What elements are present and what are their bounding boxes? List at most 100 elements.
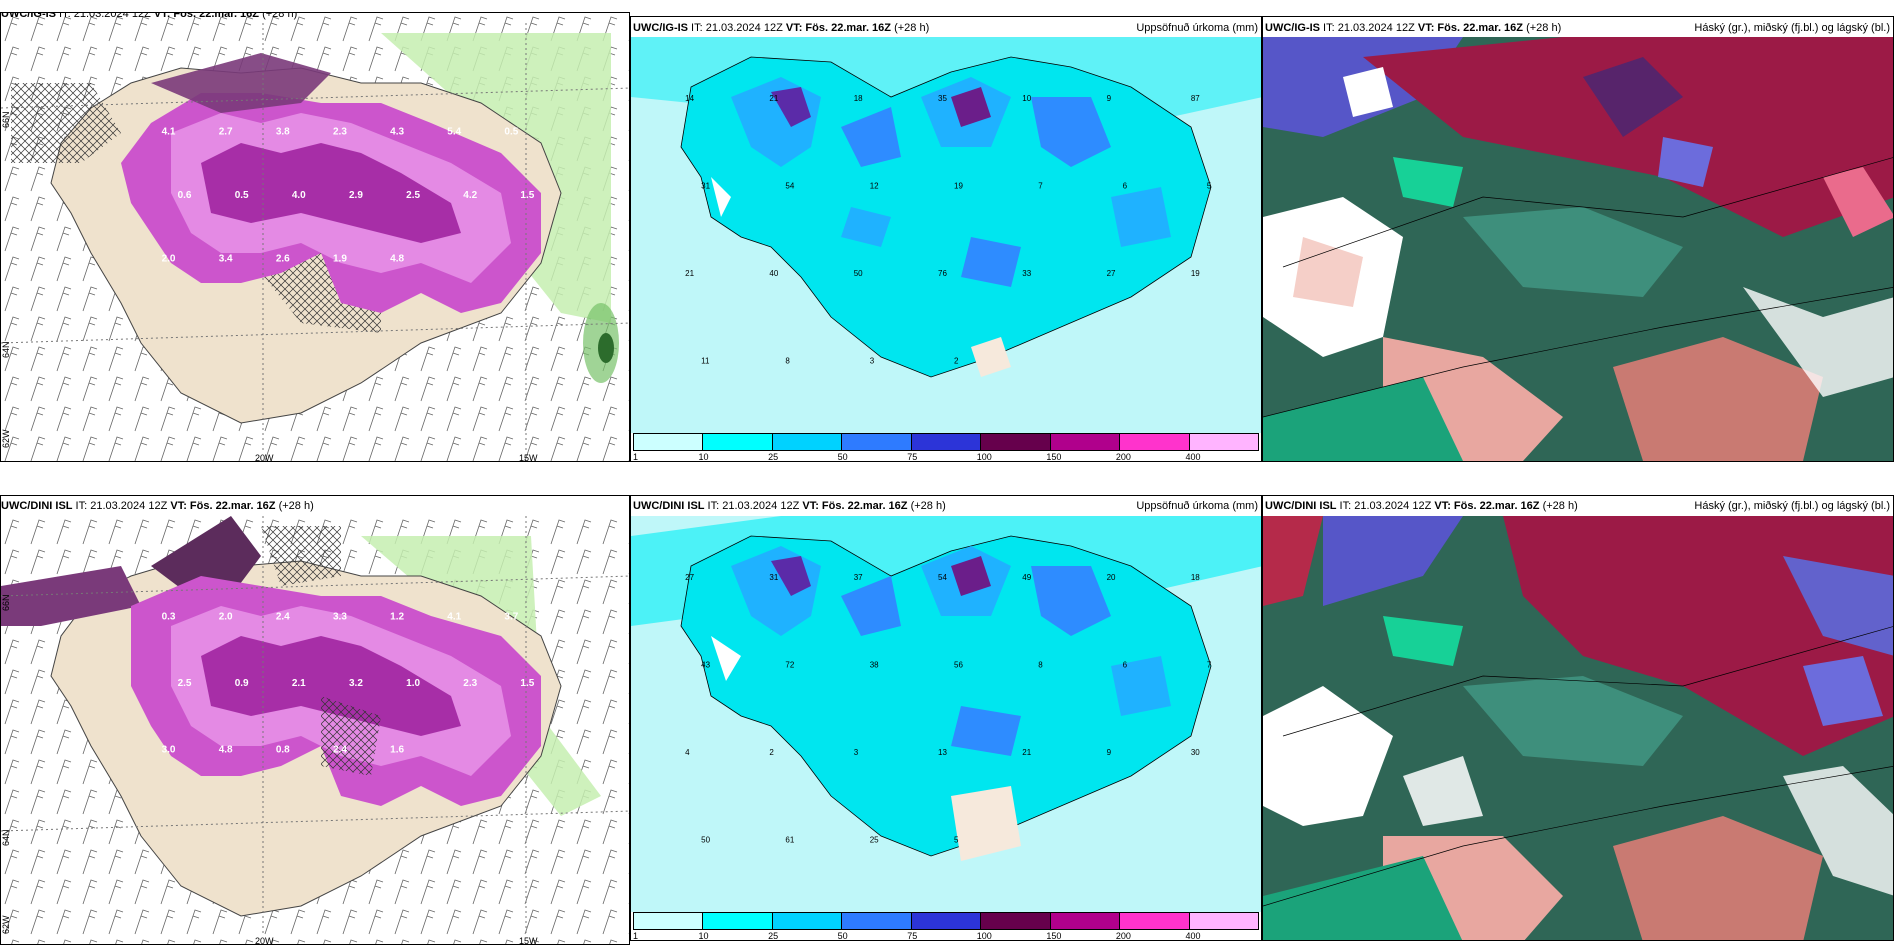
value-label: 9 <box>1107 94 1112 103</box>
init-time: IT: 21.03.2024 12Z <box>688 22 786 34</box>
colorbar-tick: 400 <box>1185 452 1201 462</box>
value-label: 4.1 <box>447 611 461 622</box>
value-label: 2.5 <box>178 678 192 689</box>
panel-header: UWC/DINI ISL IT: 21.03.2024 12Z VT: Fös.… <box>1265 500 1578 513</box>
model-name: UWC/DINI ISL <box>1 500 73 512</box>
colorbar-swatch <box>911 434 982 450</box>
colorbar-swatch <box>842 434 912 450</box>
value-label: 20 <box>1107 573 1116 582</box>
colorbar-swatch <box>772 434 843 450</box>
value-label: 4.3 <box>390 127 404 138</box>
panel-header: UWC/IG-IS IT: 21.03.2024 12Z VT: Fös. 22… <box>1265 22 1561 35</box>
value-label: 1.0 <box>406 678 420 689</box>
snow-value-labels: 4.1 2.7 3.8 2.3 4.3 5.4 0.5 0.6 0.5 4.0 2.9 2.5 4.2 1… <box>162 127 535 265</box>
value-label: 9 <box>1107 748 1112 757</box>
value-label: 13 <box>938 748 947 757</box>
value-label: 49 <box>1022 573 1031 582</box>
value-label: 31 <box>701 181 710 190</box>
panel-subtitle: Uppsöfnuð úrkoma (mm) <box>1136 500 1258 512</box>
panel-snow-bottom: UWC/DINI ISL IT: 21.03.2024 12Z VT: Fös.… <box>0 495 630 945</box>
value-label: 0.5 <box>235 190 249 201</box>
value-label: 5.4 <box>447 127 461 138</box>
value-label: 1.6 <box>390 745 404 756</box>
value-label: 25 <box>870 835 879 844</box>
panel-subtitle: Háský (gr.), miðský (fj.bl.) og lágský (… <box>1694 22 1890 34</box>
colorbar-labels: 1 10 25 50 75 100 150 200 400 <box>633 452 1259 462</box>
panel-precip-top: UWC/IG-IS IT: 21.03.2024 12Z VT: Fös. 22… <box>630 16 1262 462</box>
value-label: 40 <box>769 269 778 278</box>
value-label: 54 <box>938 573 947 582</box>
lead-time: (+28 h) <box>907 500 946 512</box>
value-label: 18 <box>854 94 863 103</box>
value-label: 4.2 <box>463 190 477 201</box>
colorbar-swatch <box>1050 913 1121 929</box>
value-label: 2.6 <box>276 253 290 264</box>
lat-label-62w: 62W <box>1 429 11 448</box>
colorbar <box>633 433 1259 451</box>
lat-label-66n: 66N <box>1 594 11 611</box>
model-name: UWC/IG-IS <box>1265 22 1320 34</box>
colorbar-tick: 100 <box>976 452 992 462</box>
snow-value-labels: 0.3 2.0 2.4 3.3 1.2 4.1 3.7 2.5 0.9 2.1 3.2 1.0 2.3 1… <box>162 611 535 755</box>
value-label: 2.0 <box>162 253 176 264</box>
panel-header: UWC/DINI ISL IT: 21.03.2024 12Z VT: Fös.… <box>633 500 946 513</box>
value-label: 2.4 <box>333 745 347 756</box>
value-label: 0.8 <box>276 745 290 756</box>
panel-precip-bottom: UWC/DINI ISL IT: 21.03.2024 12Z VT: Fös.… <box>630 495 1262 941</box>
value-label: 5 <box>1207 181 1212 190</box>
lead-time: (+28 h) <box>259 12 298 20</box>
value-label: 19 <box>954 181 963 190</box>
lon-label-20w: 20W <box>255 453 274 462</box>
value-label: 2.9 <box>349 190 363 201</box>
colorbar-tick: 75 <box>907 452 918 462</box>
value-label: 76 <box>938 269 947 278</box>
colorbar-swatch <box>772 913 843 929</box>
colorbar-tick: 25 <box>768 931 779 941</box>
colorbar-tick: 10 <box>698 931 709 941</box>
value-label: 50 <box>854 269 863 278</box>
value-label: 87 <box>1191 94 1200 103</box>
colorbar-swatch <box>1189 434 1258 450</box>
panel-cloud-bottom: UWC/DINI ISL IT: 21.03.2024 12Z VT: Fös.… <box>1262 495 1894 941</box>
panel-snow-top: 4.1 2.7 3.8 2.3 4.3 5.4 0.5 0.6 0.5 4.0 2.9 2.5 4.2 1… <box>0 12 630 462</box>
value-label: 1.2 <box>390 611 404 622</box>
value-label: 6 <box>1123 660 1128 669</box>
value-label: 33 <box>1022 269 1031 278</box>
value-label: 0.9 <box>235 678 249 689</box>
value-label: 27 <box>685 573 694 582</box>
valid-time: VT: Fös. 22.mar. 16Z <box>1434 500 1540 512</box>
value-label: 3.0 <box>162 745 176 756</box>
colorbar-swatch <box>1189 913 1258 929</box>
value-label: 21 <box>1022 748 1031 757</box>
panel-subtitle: Háský (gr.), miðský (fj.bl.) og lágský (… <box>1694 500 1890 512</box>
colorbar-swatch <box>634 913 704 929</box>
value-label: 2.3 <box>463 678 477 689</box>
value-label: 50 <box>701 835 710 844</box>
value-label: 19 <box>1191 269 1200 278</box>
value-label: 30 <box>1191 748 1200 757</box>
colorbar-swatch <box>911 913 982 929</box>
model-name: UWC/IG-IS <box>1 12 56 20</box>
value-label: 3.4 <box>219 253 233 264</box>
value-label: 11 <box>701 356 710 365</box>
value-label: 38 <box>870 660 879 669</box>
panel-header: UWC/IG-IS IT: 21.03.2024 12Z VT: Fös. 22… <box>633 22 929 35</box>
colorbar-tick: 150 <box>1046 452 1062 462</box>
value-label: 4.8 <box>390 253 404 264</box>
init-time: IT: 21.03.2024 12Z <box>1320 22 1418 34</box>
lead-time: (+28 h) <box>891 22 930 34</box>
panel-header: UWC/IG-IS IT: 21.03.2024 12Z VT: Fös. 22… <box>1 12 298 21</box>
lat-label-66n: 66N <box>1 111 11 128</box>
colorbar-swatch <box>1120 913 1190 929</box>
valid-time: VT: Fös. 22.mar. 16Z <box>802 500 908 512</box>
colorbar-swatch <box>981 913 1051 929</box>
value-label: 4 <box>685 748 690 757</box>
value-label: 6 <box>1123 181 1128 190</box>
value-label: 72 <box>785 660 794 669</box>
value-label: 37 <box>854 573 863 582</box>
colorbar-swatch <box>703 434 773 450</box>
value-label: 61 <box>785 835 794 844</box>
value-label: 21 <box>769 94 778 103</box>
value-label: 1.5 <box>520 678 534 689</box>
